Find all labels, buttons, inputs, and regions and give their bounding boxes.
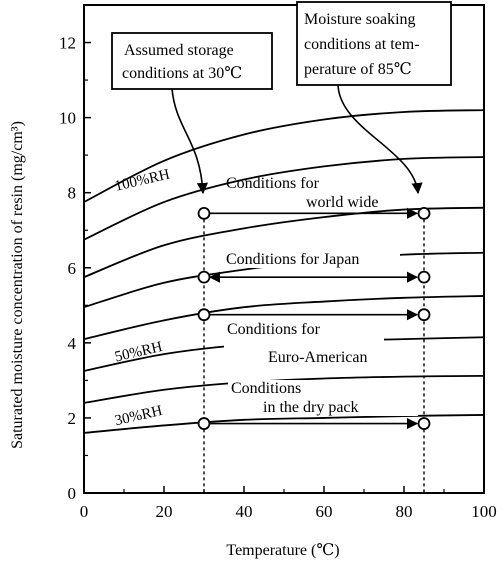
x-axis-title: Temperature (℃)	[226, 542, 339, 559]
soaking-annotation-line3: perature of 85℃	[304, 61, 412, 78]
soaking-annotation-line2: conditions at tem-	[304, 36, 420, 53]
condition-point	[417, 270, 431, 284]
condition-point	[197, 308, 211, 322]
soaking-annotation-line1: Moisture soaking	[304, 11, 416, 28]
x-tick-label: 60	[316, 502, 333, 521]
y-tick-label: 6	[68, 259, 77, 278]
rh-curve-2	[83, 156, 485, 241]
x-tick-label: 100	[471, 502, 497, 521]
y-tick-label: 8	[68, 184, 77, 203]
x-tick-label: 20	[156, 502, 173, 521]
axis-ticks: 0 20 40 60 80 100 0 2 4 6 8 10 12	[59, 34, 497, 521]
rh-curve-1	[83, 109, 485, 203]
condition-arrows	[208, 207, 419, 430]
condition-point	[197, 206, 211, 220]
world-annotation-line1: Conditions for	[226, 175, 320, 192]
annotations: Assumed storage conditions at 30℃ Moistu…	[111, 1, 452, 416]
condition-points	[197, 206, 431, 430]
soaking-annotation-box	[296, 1, 452, 86]
storage-annotation-box	[111, 32, 273, 90]
storage-leader	[171, 88, 209, 195]
world-annotation-line2: world wide	[306, 194, 378, 211]
y-axis-title: Saturated moisture concentration of resi…	[9, 121, 26, 449]
dry-annotation-line2: in the dry pack	[263, 399, 359, 416]
y-tick-label: 10	[59, 109, 76, 128]
japan-annotation-bg	[222, 246, 400, 268]
dashed-verticals	[203, 219, 425, 493]
condition-point	[417, 206, 431, 220]
x-tick-label: 80	[396, 502, 413, 521]
condition-point	[417, 308, 431, 322]
soaking-leader	[337, 84, 423, 195]
euro-annotation-line2: Euro-American	[268, 349, 368, 366]
x-tick-label: 40	[236, 502, 253, 521]
rh-curve-label: 50%RH	[113, 339, 164, 366]
storage-annotation-line2: conditions at 30℃	[122, 65, 242, 82]
dry-annotation-line1: Conditions	[231, 380, 301, 397]
euro-annotation-bg	[224, 318, 384, 370]
japan-annotation-line1: Conditions for Japan	[226, 251, 359, 268]
y-tick-label: 4	[68, 334, 77, 353]
y-tick-label: 12	[59, 34, 76, 53]
y-tick-label: 2	[68, 409, 77, 428]
dry-annotation-bg	[228, 380, 418, 416]
y-tick-label: 0	[68, 484, 77, 503]
condition-point	[197, 270, 211, 284]
storage-annotation-line1: Assumed storage	[124, 42, 234, 59]
euro-annotation-line1: Conditions for	[227, 321, 321, 338]
condition-point	[197, 417, 211, 430]
x-tick-label: 0	[80, 502, 89, 521]
condition-point	[417, 417, 431, 430]
rh-curve-5	[83, 295, 485, 340]
